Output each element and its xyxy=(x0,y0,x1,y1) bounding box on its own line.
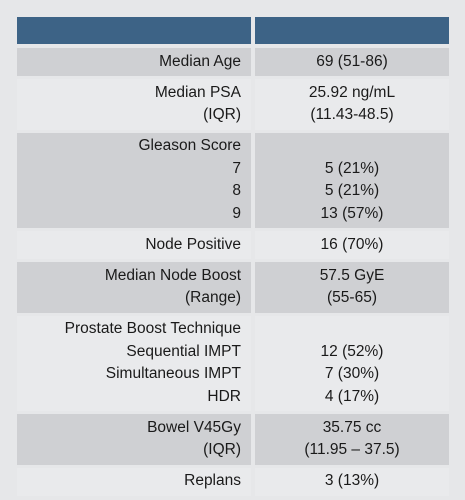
value-line: 69 (51-86) xyxy=(316,52,388,70)
value-cell: 25.92 ng/mL (11.43-48.5) xyxy=(255,79,449,130)
label-line: Median Age xyxy=(159,52,241,70)
table-row: Median PSA (IQR) 25.92 ng/mL (11.43-48.5) xyxy=(17,79,449,130)
table-row: Gleason Score 7 8 9 5 (21%) 5 (21%) 13 (57%) xyxy=(17,132,449,228)
value-line: 3 (13%) xyxy=(324,472,380,490)
value-line: (55-65) xyxy=(327,289,377,307)
label-line: (IQR) xyxy=(203,106,241,124)
label-line: (IQR) xyxy=(203,441,241,459)
header-cell xyxy=(17,17,251,44)
value-cell: 69 (51-86) xyxy=(255,48,449,76)
label-cell: Median Node Boost (Range) xyxy=(17,262,251,313)
value-cell: 16 (70%) xyxy=(255,231,449,259)
value-cell: 35.75 cc (11.95 – 37.5) xyxy=(255,414,449,465)
value-line: 12 (52%) xyxy=(320,342,384,360)
label-line: Replans xyxy=(184,472,241,490)
label-cell: Prostate Boost Technique Sequential IMPT S… xyxy=(17,315,251,411)
label-cell: Gleason Score 7 8 9 xyxy=(17,132,251,228)
label-line: Simultaneous IMPT xyxy=(105,365,241,383)
value-line: 25.92 ng/mL xyxy=(308,83,396,101)
value-line: 5 (21%) xyxy=(324,182,380,200)
value-cell: 3 (13%) xyxy=(255,467,449,496)
label-line: Prostate Boost Technique xyxy=(64,320,241,338)
value-line: 5 (21%) xyxy=(324,159,380,177)
table-row: Replans 3 (13%) xyxy=(17,467,449,496)
value-line: (11.95 – 37.5) xyxy=(304,441,400,459)
label-cell: Bowel V45Gy (IQR) xyxy=(17,414,251,465)
value-line: 35.75 cc xyxy=(322,418,382,436)
label-line: Median PSA xyxy=(154,83,241,101)
table-row: Median Node Boost (Range) 57.5 GyE (55-65) xyxy=(17,262,449,313)
label-line: Sequential IMPT xyxy=(126,342,241,360)
label-line: HDR xyxy=(207,387,241,405)
label-line: 9 xyxy=(232,204,241,222)
value-line: 7 (30%) xyxy=(324,365,380,383)
value-line: 13 (57%) xyxy=(320,204,384,222)
label-cell: Median PSA (IQR) xyxy=(17,79,251,130)
label-line: (Range) xyxy=(185,289,241,307)
label-cell: Node Positive xyxy=(17,231,251,259)
label-line: Bowel V45Gy xyxy=(147,418,241,436)
table-row: Median Age 69 (51-86) xyxy=(17,48,449,76)
value-cell: 57.5 GyE (55-65) xyxy=(255,262,449,313)
label-line: Gleason Score xyxy=(138,137,241,155)
value-line: 16 (70%) xyxy=(320,235,384,253)
table-row: Prostate Boost Technique Sequential IMPT S… xyxy=(17,315,449,411)
value-cell: 12 (52%) 7 (30%) 4 (17%) xyxy=(255,315,449,411)
value-cell: 5 (21%) 5 (21%) 13 (57%) xyxy=(255,132,449,228)
label-line: Median Node Boost xyxy=(104,266,241,284)
table-row: Bowel V45Gy (IQR) 35.75 cc (11.95 – 37.5) xyxy=(17,414,449,465)
value-line: 4 (17%) xyxy=(324,387,380,405)
header-cell xyxy=(255,17,449,44)
label-line: Node Positive xyxy=(145,235,241,253)
label-cell: Replans xyxy=(17,467,251,496)
label-line: 7 xyxy=(232,159,241,177)
label-line: 8 xyxy=(232,182,241,200)
value-line: (11.43-48.5) xyxy=(310,106,394,124)
table-row: Node Positive 16 (70%) xyxy=(17,231,449,259)
value-line: 57.5 GyE xyxy=(319,266,385,284)
label-cell: Median Age xyxy=(17,48,251,76)
